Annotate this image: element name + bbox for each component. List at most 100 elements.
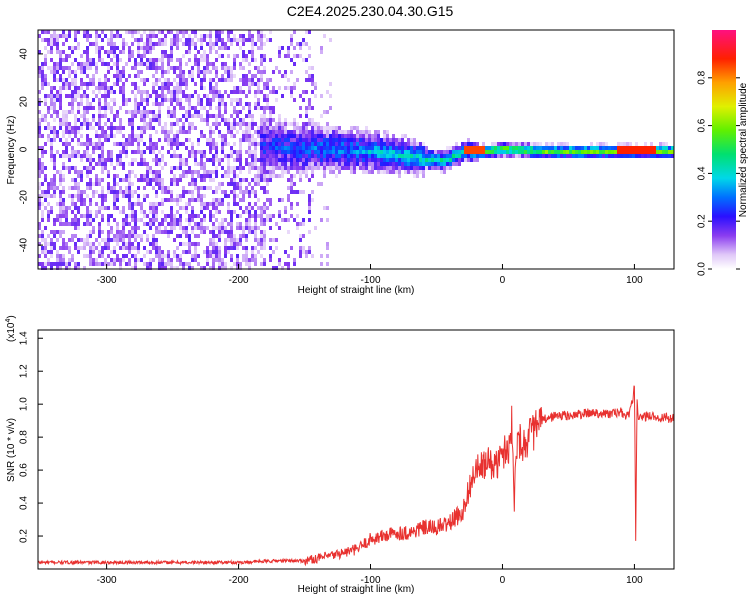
spectrogram-cell [152,150,155,154]
spectrogram-cell [545,142,548,146]
spectrogram-cell [122,42,125,46]
spectrogram-cell [248,266,251,270]
spectrogram-cell [236,54,239,58]
spectrogram-cell [110,262,113,266]
spectrogram-cell [41,202,44,206]
spectrogram-cell [74,194,77,198]
spectrogram-cell [53,66,56,70]
spectrogram-cell [308,46,311,50]
spectrogram-cell [560,142,563,146]
spectrogram-cell [272,142,275,146]
spectrogram-cell [44,246,47,250]
spectrogram-cell [179,58,182,62]
spectrogram-cell [167,30,170,34]
spectrogram-cell [275,146,278,150]
spectrogram-cell [194,82,197,86]
spectrogram-cell [221,118,224,122]
spectrogram-cell [104,194,107,198]
spectrogram-cell [272,170,275,174]
spectrogram-cell [266,82,269,86]
spectrogram-cell [284,154,287,158]
spectrogram-cell [173,174,176,178]
spectrogram-cell [146,102,149,106]
spectrogram-cell [263,82,266,86]
spectrogram-cell [95,142,98,146]
spectrogram-cell [188,42,191,46]
spectrogram-cell [140,154,143,158]
spectrogram-cell [344,130,347,134]
spectrogram-cell [440,154,443,158]
spectrogram-cell [239,226,242,230]
spectrogram-cell [299,130,302,134]
spectrogram-cell [107,234,110,238]
spectrogram-cell [191,78,194,82]
spectrogram-cell [293,258,296,262]
spectrogram-cell [179,118,182,122]
spectrogram-cell [164,214,167,218]
spectrogram-cell [179,78,182,82]
spectrogram-cell [605,142,608,146]
spectrogram-cell [212,162,215,166]
spectrogram-cell [287,230,290,234]
spectrogram-cell [329,38,332,42]
spectrogram-cell [131,82,134,86]
spectrogram-cell [293,118,296,122]
spectrogram-cell [152,202,155,206]
spectrogram-cell [266,142,269,146]
spectrogram-cell [62,150,65,154]
spectrogram-cell [182,122,185,126]
spectrogram-cell [146,126,149,130]
spectrogram-cell [371,162,374,166]
spectrogram-cell [461,146,464,150]
spectrogram-cell [455,142,458,146]
spectrogram-cell [74,122,77,126]
spectrogram-cell [134,190,137,194]
spectrogram-cell [161,266,164,270]
spectrogram-cell [245,210,248,214]
spectrogram-cell [86,138,89,142]
spectrogram-cell [302,122,305,126]
spectrogram-cell [110,214,113,218]
spectrogram-cell [44,94,47,98]
spectrogram-cell [359,142,362,146]
spectrogram-cell [536,154,539,158]
spectrogram-cell [110,50,113,54]
spectrogram-cell [140,58,143,62]
spectrogram-cell [293,190,296,194]
spectrogram-cell [203,178,206,182]
spectrogram-cell [263,242,266,246]
spectrogram-cell [323,138,326,142]
spectrogram-cell [326,90,329,94]
spectrogram-cell [173,218,176,222]
spectrogram-cell [68,46,71,50]
spectrogram-cell [344,166,347,170]
spectrogram-cell [89,230,92,234]
spectrogram-cell [47,258,50,262]
spectrogram-cell [152,186,155,190]
spectrogram-cell [209,158,212,162]
spectrogram-cell [212,170,215,174]
spectrogram-cell [110,158,113,162]
spectrogram-cell [236,130,239,134]
spectrogram-cell [44,78,47,82]
spectrogram-cell [152,218,155,222]
spectrogram-cell [221,266,224,270]
spectrogram-cell [608,150,611,154]
spectrogram-cell [125,98,128,102]
spectrogram-cell [167,58,170,62]
spectrogram-cell [158,110,161,114]
spectrogram-cell [659,146,662,150]
spectrogram-cell [149,134,152,138]
spectrogram-cell [53,74,56,78]
spectrogram-cell [173,266,176,270]
spectrogram-cell [329,94,332,98]
spectrogram-cell [248,78,251,82]
spectrogram-cell [458,162,461,166]
spectrogram-cell [338,150,341,154]
spectrogram-cell [119,158,122,162]
spectrogram-cell [212,214,215,218]
spectrogram-cell [50,86,53,90]
spectrogram-cell [113,238,116,242]
spectrogram-cell [128,238,131,242]
spectrogram-cell [50,210,53,214]
